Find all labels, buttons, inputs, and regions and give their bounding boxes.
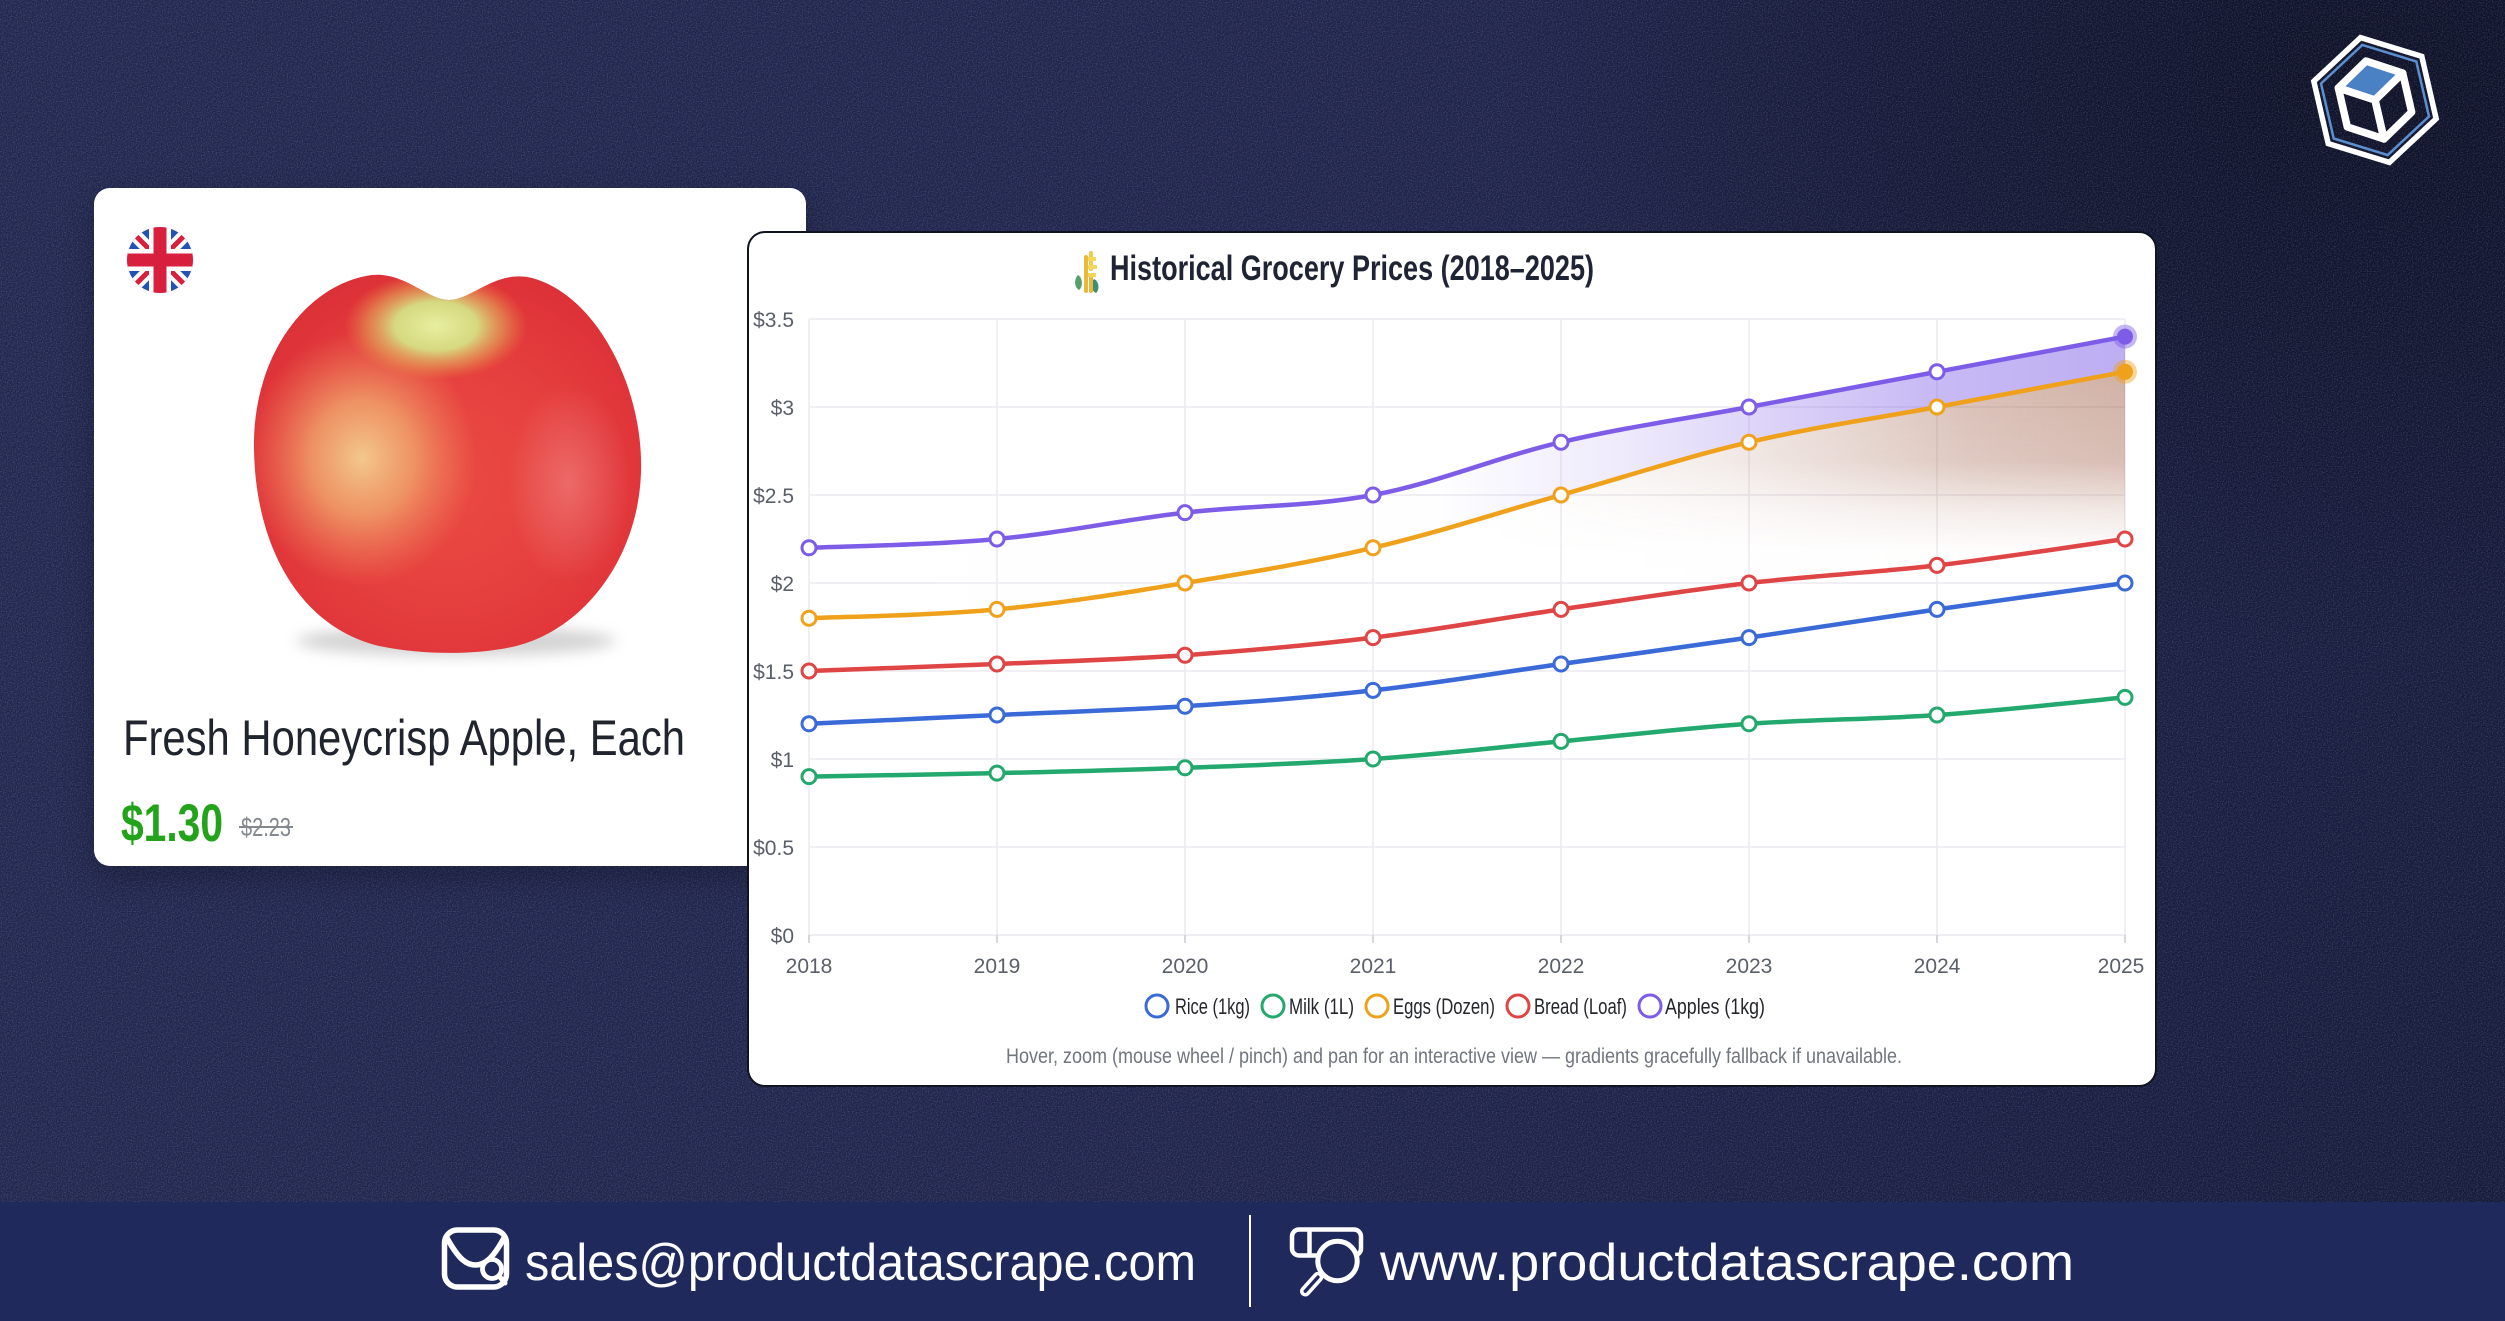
svg-text:$2.5: $2.5	[753, 485, 794, 508]
svg-text:2021: 2021	[1350, 955, 1397, 978]
svg-text:$0: $0	[771, 925, 794, 948]
svg-text:$0.5: $0.5	[753, 837, 794, 860]
svg-text:2020: 2020	[1162, 955, 1209, 978]
svg-text:$1.5: $1.5	[753, 661, 794, 684]
svg-text:$2: $2	[771, 573, 794, 596]
svg-text:$1: $1	[771, 749, 794, 772]
svg-text:2019: 2019	[974, 955, 1021, 978]
svg-text:sales@productdatascrape.com: sales@productdatascrape.com	[525, 1234, 1196, 1292]
svg-text:Eggs (Dozen): Eggs (Dozen)	[1393, 994, 1495, 1019]
svg-text:$1.30: $1.30	[121, 794, 223, 853]
svg-text:2023: 2023	[1726, 955, 1773, 978]
svg-text:Rice (1kg): Rice (1kg)	[1175, 994, 1250, 1019]
svg-text:Bread (Loaf): Bread (Loaf)	[1534, 994, 1627, 1019]
svg-text:www.productdatascrape.com: www.productdatascrape.com	[1379, 1234, 2074, 1292]
svg-text:2018: 2018	[786, 955, 833, 978]
svg-text:Apples (1kg): Apples (1kg)	[1665, 994, 1765, 1019]
svg-text:2022: 2022	[1538, 955, 1585, 978]
svg-text:Milk (1L): Milk (1L)	[1289, 994, 1354, 1019]
svg-text:Hover, zoom (mouse wheel / pin: Hover, zoom (mouse wheel / pinch) and pa…	[1006, 1045, 1902, 1068]
svg-text:2025: 2025	[2098, 955, 2145, 978]
svg-text:Fresh Honeycrisp Apple, Each: Fresh Honeycrisp Apple, Each	[123, 710, 685, 766]
svg-text:$3: $3	[771, 397, 794, 420]
svg-text:2024: 2024	[1914, 955, 1961, 978]
svg-text:Historical Grocery Prices (201: Historical Grocery Prices (2018–2025)	[1110, 249, 1594, 288]
svg-text:$3.5: $3.5	[753, 309, 794, 332]
